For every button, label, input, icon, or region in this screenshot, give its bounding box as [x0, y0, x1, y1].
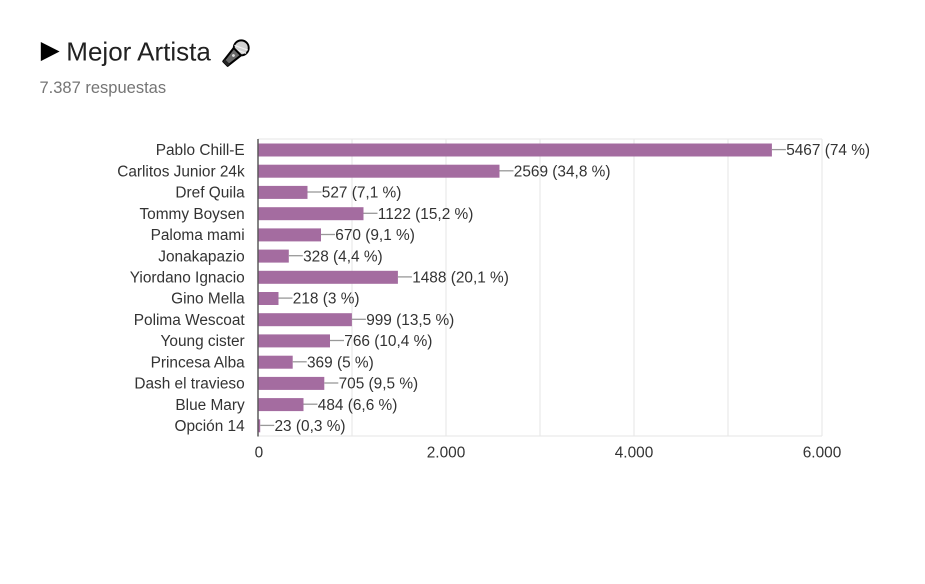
svg-text:Blue Mary: Blue Mary — [175, 397, 245, 414]
svg-text:670 (9,1 %): 670 (9,1 %) — [335, 227, 415, 244]
svg-text:766 (10,4 %): 766 (10,4 %) — [344, 333, 432, 350]
svg-text:7.387 respuestas: 7.387 respuestas — [40, 79, 167, 97]
svg-text:218 (3 %): 218 (3 %) — [293, 291, 360, 308]
svg-text:Carlitos Junior 24k: Carlitos Junior 24k — [117, 163, 245, 180]
svg-text:5467 (74 %): 5467 (74 %) — [786, 142, 870, 159]
svg-text:705 (9,5 %): 705 (9,5 %) — [339, 376, 419, 393]
svg-text:527 (7,1 %): 527 (7,1 %) — [322, 185, 402, 202]
svg-text:Gino Mella: Gino Mella — [171, 291, 245, 308]
svg-text:1122 (15,2 %): 1122 (15,2 %) — [378, 206, 474, 223]
svg-text:Dash el travieso: Dash el travieso — [134, 376, 244, 393]
svg-text:Polima Wescoat: Polima Wescoat — [134, 312, 246, 329]
svg-text:999 (13,5 %): 999 (13,5 %) — [366, 312, 454, 329]
svg-text:369 (5 %): 369 (5 %) — [307, 354, 374, 371]
svg-text:2.000: 2.000 — [427, 444, 466, 461]
svg-text:Opción 14: Opción 14 — [175, 418, 246, 435]
svg-text:Princesa Alba: Princesa Alba — [151, 354, 246, 371]
svg-text:Tommy Boysen: Tommy Boysen — [139, 206, 244, 223]
svg-text:Mejor Artista: Mejor Artista — [66, 37, 211, 67]
svg-text:Young cister: Young cister — [161, 333, 245, 350]
svg-text:0: 0 — [255, 444, 264, 461]
svg-text:Jonakapazio: Jonakapazio — [158, 248, 244, 265]
svg-text:2569 (34,8 %): 2569 (34,8 %) — [514, 163, 611, 180]
svg-text:Pablo Chill-E: Pablo Chill-E — [156, 142, 245, 159]
svg-text:1488 (20,1 %): 1488 (20,1 %) — [412, 270, 509, 287]
svg-text:Yiordano Ignacio: Yiordano Ignacio — [130, 270, 245, 287]
svg-text:328 (4,4 %): 328 (4,4 %) — [303, 248, 383, 265]
svg-text:Dref Quila: Dref Quila — [175, 185, 245, 202]
svg-text:23 (0,3 %): 23 (0,3 %) — [275, 418, 346, 435]
svg-text:484 (6,6 %): 484 (6,6 %) — [318, 397, 398, 414]
svg-text:Paloma mami: Paloma mami — [151, 227, 245, 244]
svg-text:4.000: 4.000 — [615, 444, 654, 461]
svg-text:6.000: 6.000 — [803, 444, 842, 461]
